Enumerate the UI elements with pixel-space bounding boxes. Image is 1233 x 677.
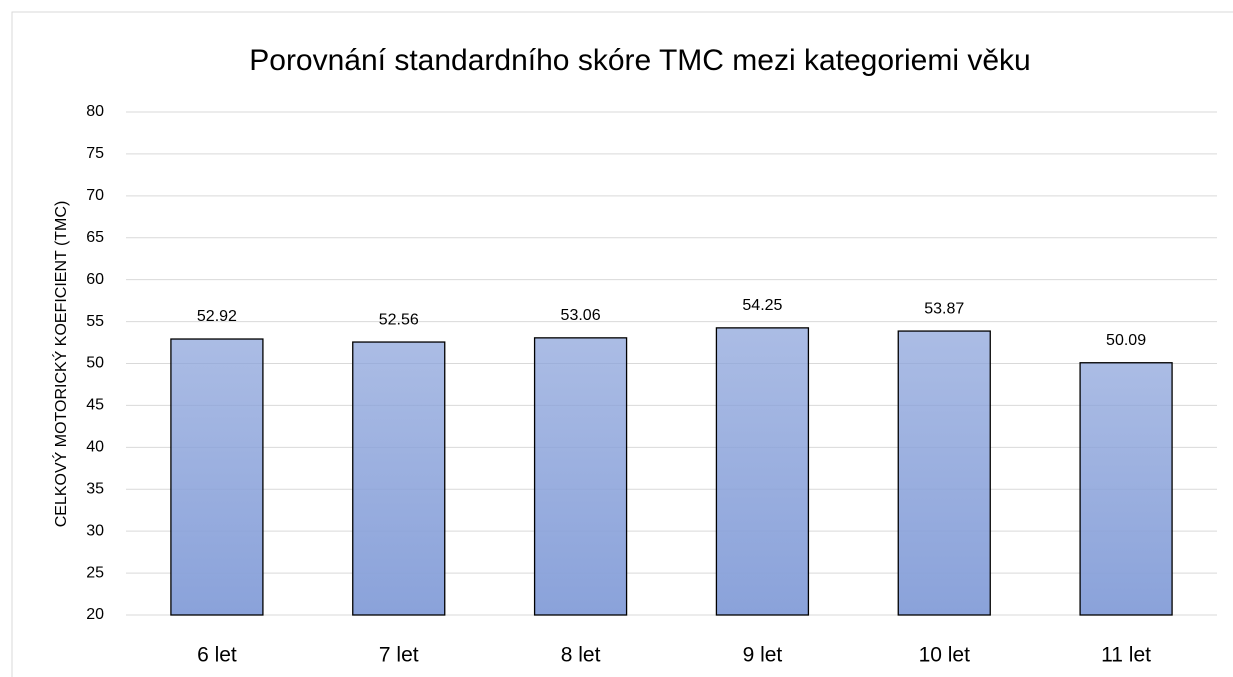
y-tick-label: 80: [86, 103, 104, 120]
bar: [170, 338, 264, 616]
bar: [1079, 362, 1173, 616]
y-tick-label: 75: [86, 145, 104, 162]
chart-frame: [11, 11, 1233, 677]
bar: [715, 327, 810, 616]
x-tick-label: 10 let: [919, 644, 971, 667]
y-tick-label: 50: [86, 355, 104, 372]
y-axis-label: CELKOVÝ MOTORICKÝ KOEFICIENT (TMC): [51, 201, 70, 528]
y-tick-label: 20: [86, 606, 104, 623]
x-tick-label: 11 let: [1101, 644, 1151, 667]
x-tick-label: 8 let: [561, 644, 601, 667]
bar: [352, 341, 446, 616]
data-label: 52.56: [379, 311, 419, 328]
y-tick-label: 65: [86, 229, 104, 246]
data-label: 50.09: [1106, 332, 1146, 349]
y-tick-label: 60: [86, 271, 104, 288]
y-tick-label: 70: [86, 187, 104, 204]
bar: [897, 330, 991, 616]
x-tick-label: 6 let: [197, 644, 237, 667]
data-label: 52.92: [197, 308, 237, 325]
data-label: 53.06: [561, 307, 601, 324]
y-tick-label: 55: [86, 313, 104, 330]
data-label: 53.87: [924, 300, 964, 317]
chart-title: Porovnání standardního skóre TMC mezi ka…: [249, 44, 1030, 77]
y-tick-label: 35: [86, 480, 104, 497]
y-tick-label: 40: [86, 439, 104, 456]
x-tick-label: 7 let: [379, 644, 419, 667]
y-tick-label: 25: [86, 564, 104, 581]
y-tick-label: 45: [86, 397, 104, 414]
x-tick-label: 9 let: [743, 644, 783, 667]
bar: [533, 337, 628, 616]
data-label: 54.25: [742, 297, 782, 314]
y-tick-label: 30: [86, 522, 104, 539]
